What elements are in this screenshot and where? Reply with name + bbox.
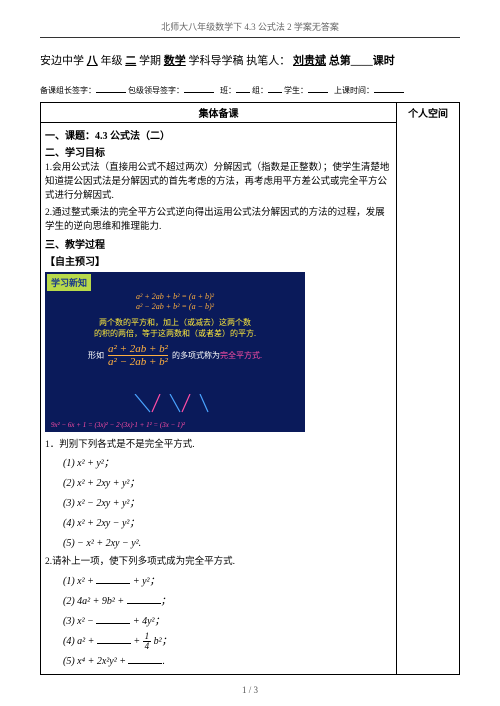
meta-d: 组： (252, 86, 268, 95)
slide-desc2: 的积的两倍，等于这两数和（或者差）的平方. (94, 329, 256, 338)
tail: 总第____课时 (329, 55, 395, 67)
slide-eq2-bot: a² − 2ab + b² (108, 356, 168, 368)
slide-eq1b: a² − 2ab + b² = (a − b)² (136, 302, 214, 311)
grade-suffix: 年级 (101, 55, 123, 67)
blank-3 (236, 82, 250, 93)
table-header-left: 集体备课 (41, 102, 397, 122)
q2-p4a: (4) a² + (63, 636, 97, 647)
q2-p3b: + 4y²； (130, 616, 164, 627)
q2-p2a: (2) 4a² + 9b² + (63, 596, 127, 607)
q2-list: (1) x² + + y²； (2) 4a² + 9b² + ； (3) x² … (63, 572, 392, 671)
slide-desc1: 两个数的平方和，加上（或减去）这两个数 (99, 318, 251, 327)
author: 刘贵斌 (293, 55, 326, 67)
blank-5 (308, 82, 328, 93)
slide-eq1: a² + 2ab + b² = (a + b)² a² − 2ab + b² =… (53, 292, 297, 313)
slide-eq2: a² + 2ab + b² a² − 2ab + b² (108, 343, 168, 368)
q1-i2: (2) x² + 2xy + y²； (63, 474, 392, 493)
q1-i4: (4) x² + 2xy − y²； (63, 514, 392, 533)
slide-eq1a: a² + 2ab + b² = (a + b)² (136, 292, 214, 301)
meta-e: 学生： (284, 86, 308, 95)
slide: 学习新知 a² + 2ab + b² = (a + b)² a² − 2ab +… (45, 272, 305, 432)
slide-eq2-row: 形如 a² + 2ab + b² a² − 2ab + b² 的多项式称为完全平… (53, 343, 297, 368)
section-2: 二、学习目标 (45, 144, 392, 159)
table-header-right: 个人空间 (397, 102, 460, 674)
fill-5 (128, 654, 162, 664)
q2-p5: (5) x⁴ + 2x²y² + . (63, 652, 392, 671)
q2-p2b: ； (161, 596, 171, 607)
q2-p4: (4) a² + + 1 4 b²； (63, 632, 392, 651)
grade: 八 (87, 55, 98, 67)
q1-stem: 1．判别下列各式是不是完全平方式. (45, 438, 392, 452)
frac-den: 4 (143, 642, 152, 651)
term: 二 (125, 55, 136, 67)
q1-i1: (1) x² + y²； (63, 454, 392, 473)
q1-i5: (5) − x² + 2xy − y². (63, 534, 392, 553)
section-3a: 【自主预习】 (45, 253, 392, 268)
q2-p1b: + y²； (130, 576, 159, 587)
q2-p5b: . (162, 656, 165, 667)
fill-4 (97, 634, 131, 644)
section-3: 三、教学过程 (45, 236, 392, 251)
s2-text-2: 2.通过整式乘法的完全平方公式逆向得出运用公式法分解因式的方法的过程，发展学生的… (45, 206, 392, 235)
q2-p4c: b²； (151, 636, 172, 647)
fill-3 (96, 614, 130, 624)
section-1: 一、课题：4.3 公式法（二） (45, 127, 392, 142)
slide-arrows (130, 394, 220, 414)
q2-p4b: + (131, 636, 143, 647)
main-table: 集体备课 个人空间 一、课题：4.3 公式法（二） 二、学习目标 1.会用公式法… (40, 102, 460, 675)
blank-6 (374, 82, 404, 93)
frac-1-4: 1 4 (143, 632, 152, 651)
slide-tag: 学习新知 (47, 274, 91, 291)
s2-text-1: 1.会用公式法（直接用公式不超过两次）分解因式（指数是正整数）；使学生清楚地知道… (45, 161, 392, 204)
slide-eq2-label-a: 的多项式称为 (172, 351, 220, 360)
term-suffix: 学期 (139, 55, 161, 67)
content-cell: 一、课题：4.3 公式法（二） 二、学习目标 1.会用公式法（直接用公式不超过两… (41, 122, 397, 674)
slide-eq2-label-b: 完全平方式. (220, 351, 262, 360)
fill-2 (127, 594, 161, 604)
title-line: 安边中学 八 年级 二 学期 数学 学科导学稿 执笔人： 刘贵斌 总第____课… (40, 52, 460, 72)
q2-stem: 2.请补上一项，使下列多项式成为完全平方式. (45, 555, 392, 569)
q1-i3: (3) x² − 2xy + y²； (63, 494, 392, 513)
meta-f: 上课时间： (334, 86, 374, 95)
q2-p1: (1) x² + + y²； (63, 572, 392, 591)
q2-p2: (2) 4a² + 9b² + ； (63, 592, 392, 611)
meta-line: 备课组长签字： 包级领导签字： 班： 组： 学生： 上课时间： (40, 82, 460, 96)
subject: 数学 (164, 55, 186, 67)
header-rule (40, 37, 460, 38)
doctype: 学科导学稿 执笔人： (189, 55, 291, 67)
doc-header: 北师大八年级数学下 4.3 公式法 2 学案无答案 (40, 20, 460, 33)
q1-list: (1) x² + y²； (2) x² + 2xy + y²； (3) x² −… (63, 454, 392, 553)
blank-4 (268, 82, 282, 93)
slide-eq2-label: 的多项式称为完全平方式. (172, 350, 262, 361)
blank-2 (184, 82, 214, 93)
page: 北师大八年级数学下 4.3 公式法 2 学案无答案 安边中学 八 年级 二 学期… (0, 0, 500, 705)
slide-eq2-top: a² + 2ab + b² (108, 343, 168, 355)
slide-eq2-pre: 形如 (88, 350, 104, 361)
meta-a: 备课组长签字： (40, 86, 96, 95)
meta-c: 班： (220, 86, 236, 95)
q2-p3: (3) x² − + 4y²； (63, 612, 392, 631)
q2-p1a: (1) x² + (63, 576, 96, 587)
fill-1 (96, 574, 130, 584)
blank-1 (96, 82, 126, 93)
page-footer: 1 / 3 (40, 685, 460, 695)
slide-desc: 两个数的平方和，加上（或减去）这两个数 的积的两倍，等于这两数和（或者差）的平方… (53, 317, 297, 339)
slide-bottom-eq: 9x² − 6x + 1 = (3x)² − 2·(3x)·1 + 1² = (… (51, 421, 185, 429)
school-name: 安边中学 (40, 55, 84, 67)
q2-p3a: (3) x² − (63, 616, 96, 627)
meta-b: 包级领导签字： (128, 86, 184, 95)
q2-p5a: (5) x⁴ + 2x²y² + (63, 656, 128, 667)
